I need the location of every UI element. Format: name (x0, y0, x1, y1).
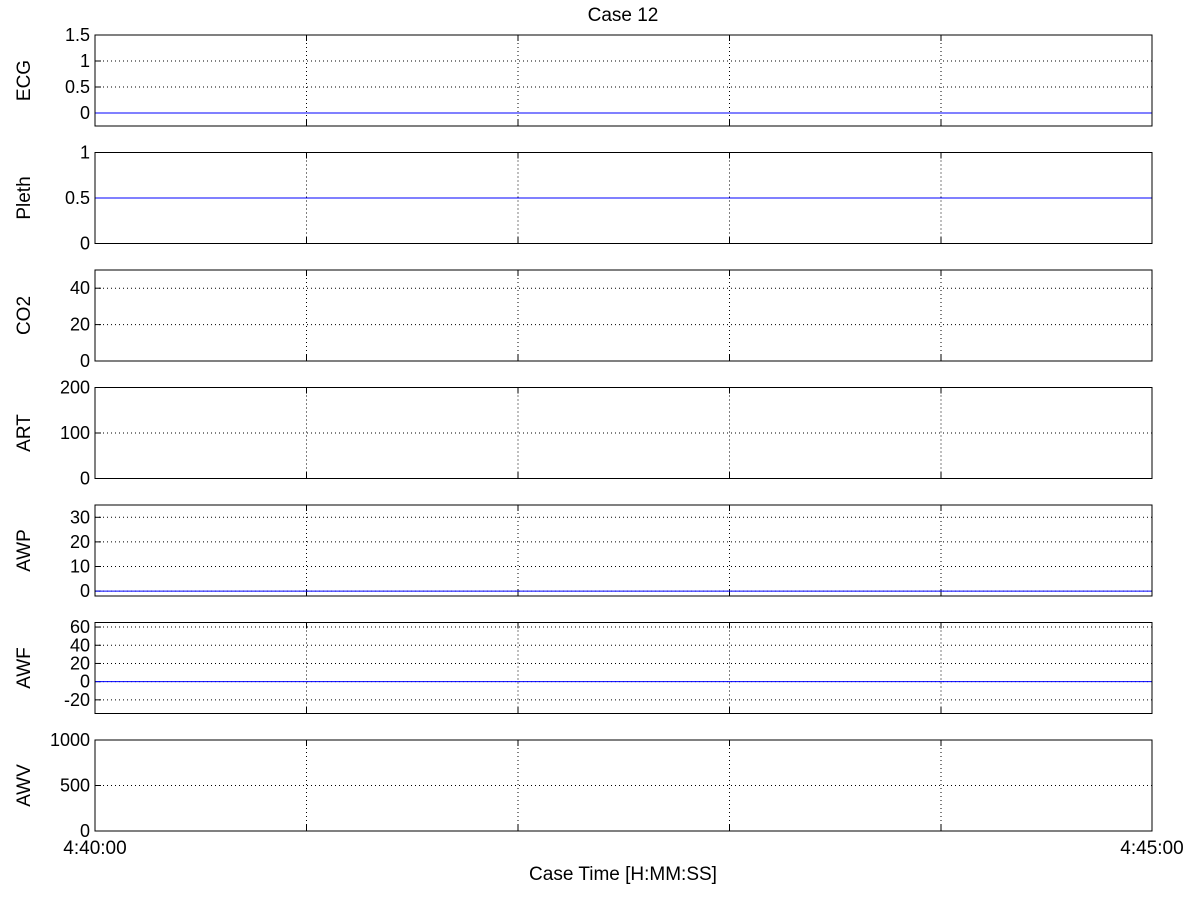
awf-axes-frame (94, 622, 1153, 714)
panel-awp: 0 10 20 30 AWP (14, 504, 1153, 601)
panel-ecg: 0 0.5 1 1.5 ECG (14, 25, 1153, 127)
awv-y-tick-label-1: 500 (60, 776, 90, 796)
awp-y-tick-label-3: 30 (70, 507, 90, 527)
awv-y-tick-label-2: 1000 (50, 730, 90, 750)
pleth-y-tick-label-2: 1 (80, 143, 90, 163)
ecg-y-tick-label-3: 1.5 (65, 25, 90, 45)
art-y-tick-label-0: 0 (80, 469, 90, 489)
x-tick-label-end: 4:45:00 (1120, 838, 1183, 859)
awf-y-tick-label-0: -20 (64, 690, 90, 710)
ecg-y-axis-label: ECG (14, 60, 35, 101)
ecg-y-tick-label-1: 0.5 (65, 77, 90, 97)
panel-art: 0 100 200 ART (14, 378, 1153, 489)
awp-axes-frame (94, 504, 1153, 597)
co2-y-tick-label-1: 20 (70, 315, 90, 335)
panel-co2: 0 20 40 CO2 (14, 269, 1153, 371)
awp-y-tick-label-1: 10 (70, 556, 90, 576)
ecg-axes-frame (94, 34, 1153, 127)
co2-axes-frame (94, 269, 1153, 362)
pleth-y-axis-label: Pleth (14, 176, 35, 219)
awp-y-tick-label-0: 0 (80, 581, 90, 601)
awf-y-tick-label-4: 60 (70, 617, 90, 637)
awf-y-tick-label-2: 20 (70, 653, 90, 673)
art-y-tick-label-2: 200 (60, 378, 90, 398)
awv-y-tick-label-0: 0 (80, 821, 90, 841)
awf-y-tick-label-1: 0 (80, 672, 90, 692)
pleth-y-tick-label-1: 0.5 (65, 188, 90, 208)
art-y-tick-label-1: 100 (60, 423, 90, 443)
co2-y-axis-label: CO2 (14, 296, 35, 335)
awf-y-tick-label-3: 40 (70, 635, 90, 655)
art-axes-frame (94, 387, 1153, 479)
pleth-axes-frame (94, 152, 1153, 244)
co2-y-tick-label-2: 40 (70, 278, 90, 298)
pleth-y-tick-label-0: 0 (80, 234, 90, 254)
awv-axes-frame (94, 739, 1153, 832)
panel-pleth: 0 0.5 1 Pleth (14, 143, 1153, 254)
panel-awv: 0 500 1000 AWV (14, 730, 1153, 841)
chart-title: Case 12 (588, 5, 659, 26)
ecg-y-tick-label-0: 0 (80, 103, 90, 123)
x-tick-label-start: 4:40:00 (63, 838, 126, 859)
panels: 00.511.5ECG00.51Pleth02040CO20100200ART0… (14, 25, 1153, 841)
awv-y-axis-label: AWV (14, 764, 35, 807)
x-axis-label: Case Time [H:MM:SS] (529, 864, 717, 885)
ecg-y-tick-label-2: 1 (80, 51, 90, 71)
art-y-axis-label: ART (14, 414, 35, 452)
co2-y-tick-label-0: 0 (80, 351, 90, 371)
awp-y-tick-label-2: 20 (70, 532, 90, 552)
awf-y-axis-label: AWF (14, 647, 35, 689)
awp-y-axis-label: AWP (14, 529, 35, 572)
